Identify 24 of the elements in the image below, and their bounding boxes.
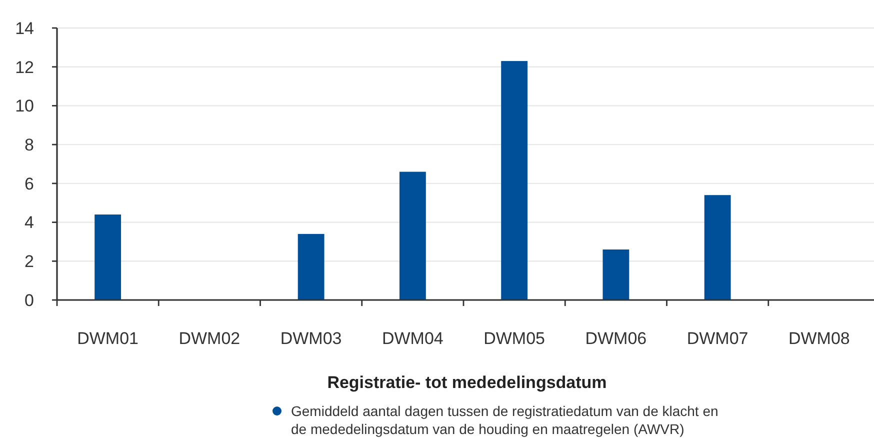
y-tick-label: 2 <box>24 252 34 272</box>
x-tick-label: DWM02 <box>178 328 240 348</box>
x-tick-label: DWM06 <box>585 328 647 348</box>
bar <box>704 195 731 300</box>
bar <box>602 249 630 300</box>
x-tick-label: DWM01 <box>77 328 139 348</box>
y-tick-label: 10 <box>15 96 34 116</box>
y-tick-label: 14 <box>15 18 34 38</box>
x-tick-label: DWM03 <box>280 328 342 348</box>
y-tick-label: 4 <box>24 213 34 232</box>
x-tick-label: DWM05 <box>484 328 546 348</box>
text: Registratie- tot mededelingsdatum <box>327 372 607 392</box>
bar <box>94 214 122 300</box>
bar <box>501 61 528 300</box>
bar <box>399 172 426 300</box>
y-tick-label: 0 <box>24 290 34 310</box>
x-tick-label: DWM07 <box>686 328 748 348</box>
x-tick-label: DWM04 <box>382 328 444 348</box>
legend-label: Gemiddeld aantal dagen tussen de registratiedatum van de klacht en de mededelingsdatum van de houding en maatregelen (AWVR) <box>291 402 718 438</box>
y-tick-label: 12 <box>15 58 34 77</box>
bar <box>298 234 324 300</box>
x-tick-label: DWM08 <box>788 328 850 348</box>
y-tick-label: 6 <box>24 174 34 194</box>
y-tick-label: 8 <box>24 136 34 155</box>
